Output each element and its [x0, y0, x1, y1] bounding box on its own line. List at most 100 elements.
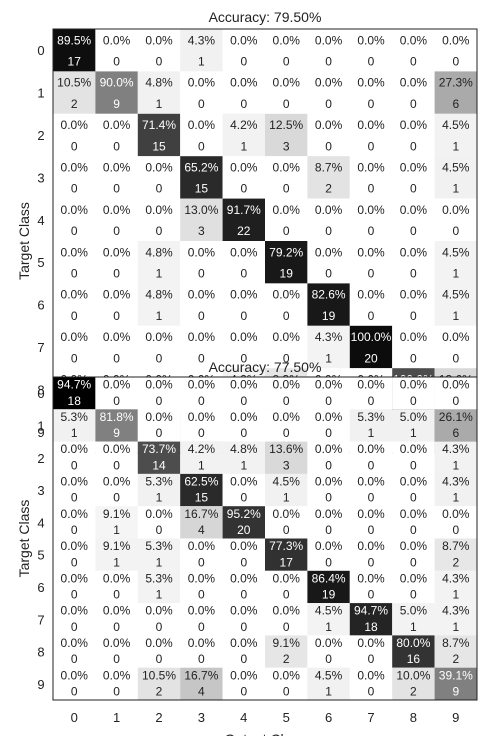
- cell-percent-label: 77.3%: [269, 539, 303, 553]
- cell-count-label: 0: [113, 182, 120, 196]
- matrix-cell: [222, 29, 265, 72]
- matrix-cell: [307, 241, 350, 284]
- cell-percent-label: 4.3%: [442, 442, 470, 456]
- cell-percent-label: 0.0%: [61, 539, 89, 553]
- cell-count-label: 2: [283, 652, 290, 666]
- matrix-cell: [180, 113, 223, 157]
- cell-percent-label: 0.0%: [61, 442, 89, 456]
- cell-count-label: 0: [283, 224, 290, 238]
- cell-percent-label: 0.0%: [188, 76, 216, 90]
- matrix-cell: [180, 198, 223, 241]
- cell-percent-label: 0.0%: [230, 288, 258, 302]
- cell-percent-label: 4.8%: [230, 442, 258, 456]
- cell-count-label: 20: [237, 523, 251, 537]
- cell-percent-label: 0.0%: [188, 378, 216, 392]
- matrix-cell: [434, 667, 477, 700]
- cell-percent-label: 0.0%: [61, 160, 89, 174]
- matrix-cell: [265, 29, 308, 72]
- matrix-cell: [434, 325, 477, 369]
- cell-percent-label: 0.0%: [315, 442, 343, 456]
- matrix-cell: [137, 283, 181, 326]
- matrix-cell: [180, 283, 223, 326]
- matrix-cell: [349, 198, 393, 241]
- cell-count-label: 0: [71, 224, 78, 238]
- cell-percent-label: 0.0%: [145, 330, 173, 344]
- matrix-cell: [137, 635, 181, 668]
- cell-percent-label: 0.0%: [103, 475, 131, 489]
- matrix-cell: [180, 29, 223, 72]
- matrix-cell: [95, 603, 138, 636]
- matrix-cell: [434, 441, 477, 474]
- matrix-cell: [307, 71, 350, 114]
- cell-count-label: 1: [452, 182, 459, 196]
- cell-count-label: 0: [325, 97, 332, 111]
- cell-percent-label: 0.0%: [400, 475, 428, 489]
- matrix-cell: [265, 241, 308, 284]
- matrix-cell: [434, 377, 477, 410]
- cell-percent-label: 0.0%: [400, 571, 428, 585]
- cell-percent-label: 0.0%: [103, 33, 131, 47]
- y-tick-label: 4: [37, 515, 44, 530]
- y-tick-label: 0: [37, 43, 44, 58]
- cell-percent-label: 4.3%: [188, 33, 216, 47]
- matrix-cell: [137, 113, 181, 157]
- cell-count-label: 0: [452, 523, 459, 537]
- cell-count-label: 1: [156, 97, 163, 111]
- panel-title-1: Accuracy: 77.50%: [209, 359, 322, 375]
- cell-count-label: 3: [283, 139, 290, 153]
- cell-count-label: 0: [156, 394, 163, 408]
- cell-percent-label: 0.0%: [273, 288, 301, 302]
- cell-count-label: 1: [452, 266, 459, 280]
- matrix-cell: [137, 603, 181, 636]
- cell-percent-label: 4.5%: [442, 288, 470, 302]
- matrix-cell: [307, 473, 350, 507]
- matrix-cell: [137, 538, 181, 571]
- cell-percent-label: 0.0%: [61, 604, 89, 618]
- cell-percent-label: 5.3%: [145, 571, 173, 585]
- matrix-cell: [349, 473, 393, 507]
- cell-count-label: 0: [410, 54, 417, 68]
- cell-count-label: 0: [368, 97, 375, 111]
- cell-count-label: 19: [322, 588, 336, 602]
- matrix-cell: [180, 667, 223, 700]
- y-tick-label: 9: [37, 425, 44, 440]
- matrix-cell: [349, 325, 393, 369]
- cell-count-label: 0: [156, 652, 163, 666]
- cell-percent-label: 0.0%: [103, 604, 131, 618]
- matrix-cell: [180, 325, 223, 369]
- matrix-cell: [265, 325, 308, 369]
- cell-percent-label: 0.0%: [357, 442, 385, 456]
- cell-percent-label: 4.5%: [442, 160, 470, 174]
- matrix-cell: [434, 29, 477, 72]
- matrix-cell: [53, 377, 96, 410]
- matrix-cell: [95, 506, 138, 539]
- matrix-cell: [307, 409, 350, 442]
- cell-count-label: 0: [325, 224, 332, 238]
- cell-count-label: 1: [368, 426, 375, 440]
- matrix-cell: [53, 441, 96, 474]
- matrix-cell: [265, 113, 308, 157]
- matrix-cell: [222, 441, 265, 474]
- cell-count-label: 0: [71, 458, 78, 472]
- cell-count-label: 0: [113, 588, 120, 602]
- cell-percent-label: 0.0%: [188, 604, 216, 618]
- cell-percent-label: 65.2%: [184, 160, 218, 174]
- x-tick-label: 4: [240, 710, 247, 725]
- matrix-cell: [222, 113, 265, 157]
- cell-count-label: 0: [410, 182, 417, 196]
- cell-percent-label: 0.0%: [145, 203, 173, 217]
- cell-count-label: 0: [156, 620, 163, 634]
- matrix-cell: [265, 377, 308, 410]
- matrix-cell: [349, 156, 393, 199]
- cell-count-label: 1: [113, 523, 120, 537]
- matrix-cell: [95, 377, 138, 410]
- cell-percent-label: 27.3%: [439, 76, 473, 90]
- matrix-cell: [222, 635, 265, 668]
- matrix-cell: [95, 570, 138, 604]
- cell-count-label: 15: [195, 491, 209, 505]
- cell-percent-label: 0.0%: [230, 604, 258, 618]
- matrix-cell: [222, 377, 265, 410]
- x-tick-label: 6: [325, 710, 332, 725]
- cell-percent-label: 0.0%: [357, 539, 385, 553]
- matrix-cell: [265, 409, 308, 442]
